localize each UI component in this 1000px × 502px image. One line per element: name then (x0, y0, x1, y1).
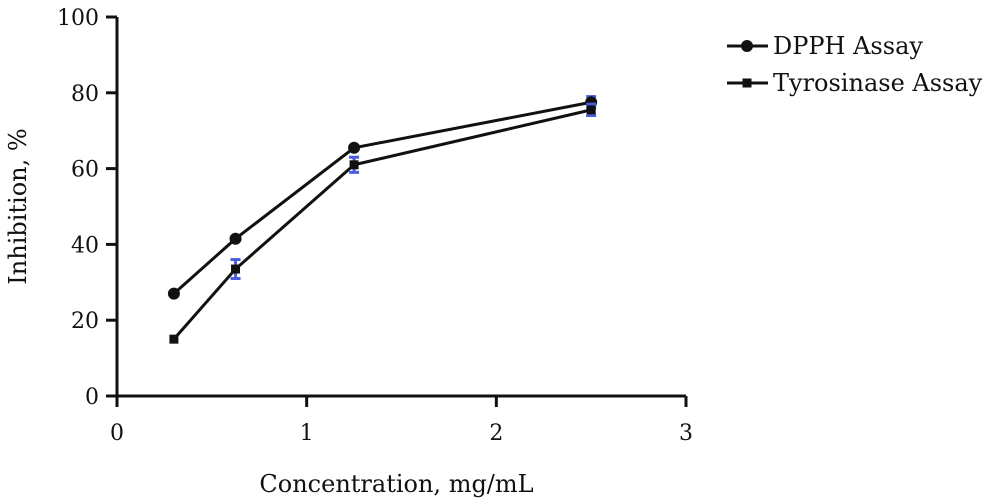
y-ticks: 0 20 40 60 80 100 (57, 6, 117, 410)
series-2 (169, 102, 597, 344)
series-line (172, 100, 592, 295)
legend-item-2: Tyrosinase Assay (727, 69, 983, 97)
series-1 (167, 95, 598, 300)
y-tick-label-60: 60 (71, 158, 99, 183)
y-tick-label-40: 40 (71, 233, 99, 258)
legend-label: DPPH Assay (773, 32, 923, 60)
x-ticks: 0 1 2 3 (110, 396, 693, 446)
x-tick-label-1: 1 (300, 421, 314, 446)
legend-label: Tyrosinase Assay (773, 69, 983, 97)
y-tick-label-80: 80 (71, 82, 99, 107)
y-axis-title: Inhibition, % (4, 128, 32, 284)
series-layer (167, 95, 598, 344)
y-tick-label-100: 100 (57, 6, 99, 31)
legend-item-1: DPPH Assay (727, 32, 923, 60)
data-point (349, 160, 359, 170)
data-point (231, 264, 241, 274)
legend: DPPH Assay Tyrosinase Assay (727, 32, 983, 97)
data-point (229, 232, 242, 245)
data-point (169, 334, 179, 344)
data-point (167, 287, 180, 300)
x-tick-label-0: 0 (110, 421, 124, 446)
legend-marker (741, 40, 753, 52)
axes (115, 17, 686, 398)
legend-marker (742, 78, 752, 88)
data-point (348, 141, 361, 154)
y-tick-label-0: 0 (85, 385, 99, 410)
data-point (586, 105, 596, 115)
series-line (172, 108, 592, 341)
y-tick-label-20: 20 (71, 309, 99, 334)
x-tick-label-3: 3 (679, 421, 693, 446)
x-tick-label-2: 2 (489, 421, 503, 446)
x-axis-title: Concentration, mg/mL (259, 470, 533, 498)
